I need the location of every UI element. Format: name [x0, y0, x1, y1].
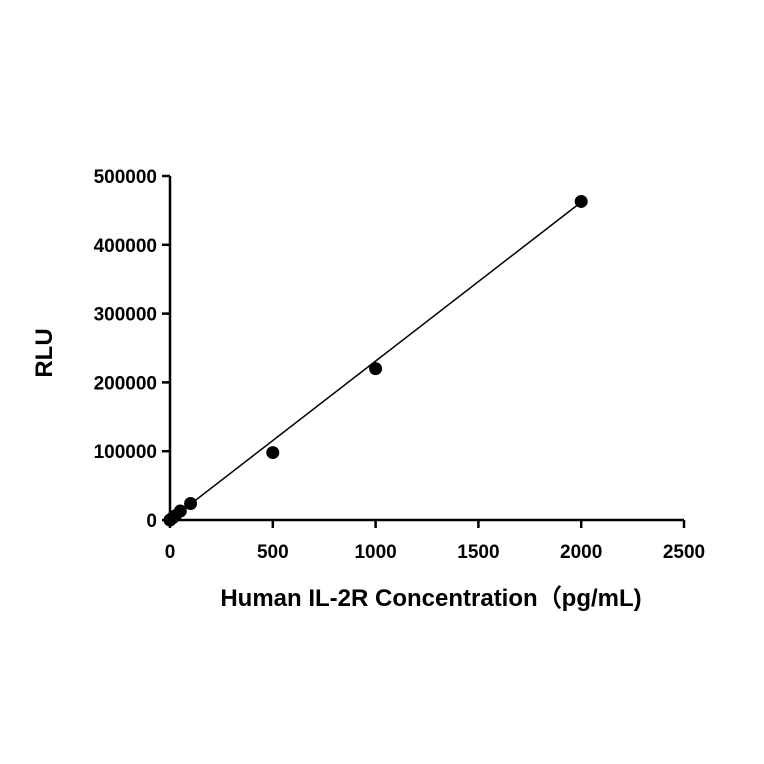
y-tick-label: 300000 — [94, 305, 157, 326]
x-tick-label: 1000 — [354, 542, 396, 563]
x-axis-title: Human IL-2R Concentration（pg/mL) — [220, 585, 641, 612]
x-tick-label: 1500 — [457, 542, 499, 563]
data-point — [266, 446, 280, 460]
y-tick-label: 100000 — [94, 442, 157, 463]
x-tick-label: 2500 — [663, 542, 705, 563]
y-axis-title: RLU — [31, 328, 58, 377]
plot-area — [163, 194, 588, 527]
x-tick-label: 500 — [257, 542, 289, 563]
data-point — [574, 194, 588, 208]
y-tick-label: 500000 — [94, 167, 157, 188]
data-point — [184, 496, 198, 510]
data-point — [369, 362, 383, 376]
fit-line — [169, 201, 582, 521]
x-tick-label: 2000 — [560, 542, 602, 563]
y-tick-label: 0 — [146, 511, 157, 532]
data-point — [173, 504, 187, 518]
x-tick-label: 0 — [165, 542, 176, 563]
y-tick-label: 400000 — [94, 236, 157, 257]
y-axis: 0 100000 200000 300000 400000 500000 — [94, 167, 172, 532]
y-tick-label: 200000 — [94, 373, 157, 394]
x-axis: 0 500 1000 1500 2000 2500 — [165, 518, 705, 563]
